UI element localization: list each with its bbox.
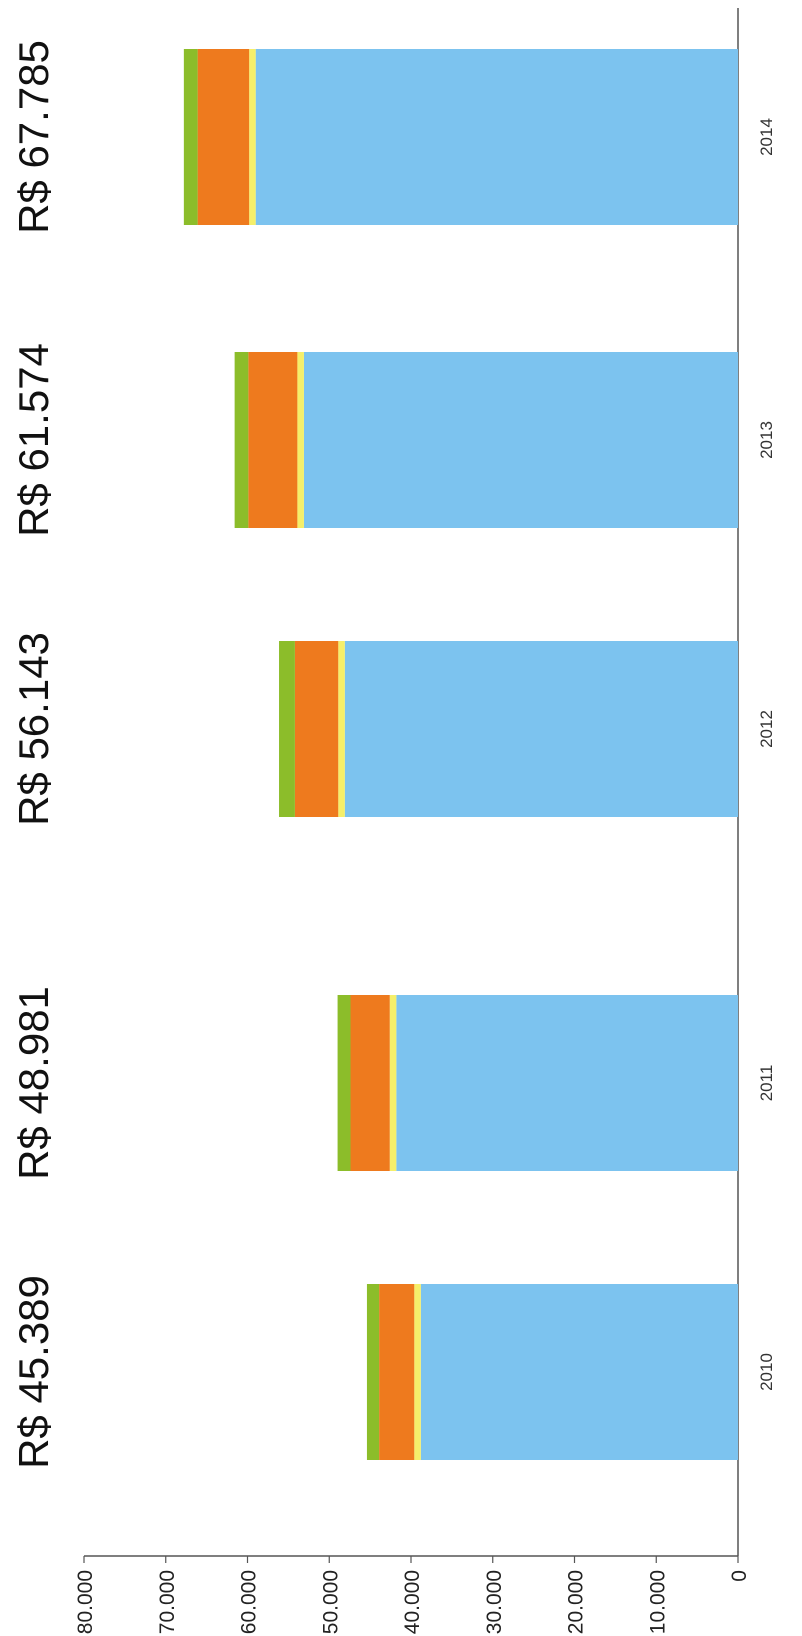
value-tick-label: 0 bbox=[728, 1570, 751, 1582]
value-tick-label: 40.000 bbox=[401, 1570, 424, 1634]
bar-2011-segment-1 bbox=[396, 995, 738, 1171]
bar-2012-segment-2 bbox=[338, 641, 345, 817]
bar-2012-segment-3 bbox=[294, 641, 339, 817]
bar-2014-segment-2 bbox=[249, 49, 256, 225]
total-label-2014: R$ 67.785 bbox=[10, 40, 57, 234]
value-tick-label: 20.000 bbox=[565, 1570, 588, 1634]
bar-2011-segment-4 bbox=[337, 995, 351, 1171]
bar-2013-segment-2 bbox=[297, 352, 304, 528]
category-label-2011: 2011 bbox=[757, 1065, 776, 1102]
bar-2013-segment-4 bbox=[234, 352, 249, 528]
bar-2013-segment-1 bbox=[303, 352, 738, 528]
bar-2010-segment-1 bbox=[420, 1284, 738, 1460]
bar-2013-segment-3 bbox=[248, 352, 298, 528]
value-tick-label: 50.000 bbox=[319, 1570, 342, 1634]
total-label-2012: R$ 56.143 bbox=[10, 632, 57, 826]
total-label-2013: R$ 61.574 bbox=[10, 343, 57, 537]
chart-labels: 2010 R$ 45.389 2011 R$ 48.981 2012 R$ 56.143 2… bbox=[10, 40, 776, 1469]
bar-2014-segment-3 bbox=[197, 49, 250, 225]
chart-axes: 0 10.000 20.000 30.000 40.000 50.000 60.000 70.… bbox=[74, 8, 751, 1634]
value-tick-label: 80.000 bbox=[74, 1570, 97, 1634]
category-label-2013: 2013 bbox=[757, 421, 776, 459]
total-label-2010: R$ 45.389 bbox=[10, 1275, 57, 1469]
bar-2012-segment-1 bbox=[344, 641, 738, 817]
value-tick-label: 30.000 bbox=[483, 1570, 506, 1634]
bar-2011-segment-3 bbox=[350, 995, 390, 1171]
bar-2011-segment-2 bbox=[389, 995, 397, 1171]
bar-2012-segment-4 bbox=[279, 641, 295, 817]
category-label-2012: 2012 bbox=[757, 710, 776, 748]
bar-2014-segment-4 bbox=[183, 49, 198, 225]
chart-bars bbox=[183, 49, 739, 1460]
bar-2010-segment-3 bbox=[379, 1284, 415, 1460]
value-tick-label: 70.000 bbox=[156, 1570, 179, 1634]
category-label-2014: 2014 bbox=[757, 118, 776, 156]
value-tick-label: 10.000 bbox=[646, 1570, 669, 1634]
total-label-2011: R$ 48.981 bbox=[10, 986, 57, 1180]
bar-2010-segment-2 bbox=[414, 1284, 421, 1460]
value-tick-label: 60.000 bbox=[238, 1570, 261, 1634]
bar-2014-segment-1 bbox=[255, 49, 739, 225]
bar-2010-segment-4 bbox=[366, 1284, 380, 1460]
category-label-2010: 2010 bbox=[757, 1353, 776, 1391]
